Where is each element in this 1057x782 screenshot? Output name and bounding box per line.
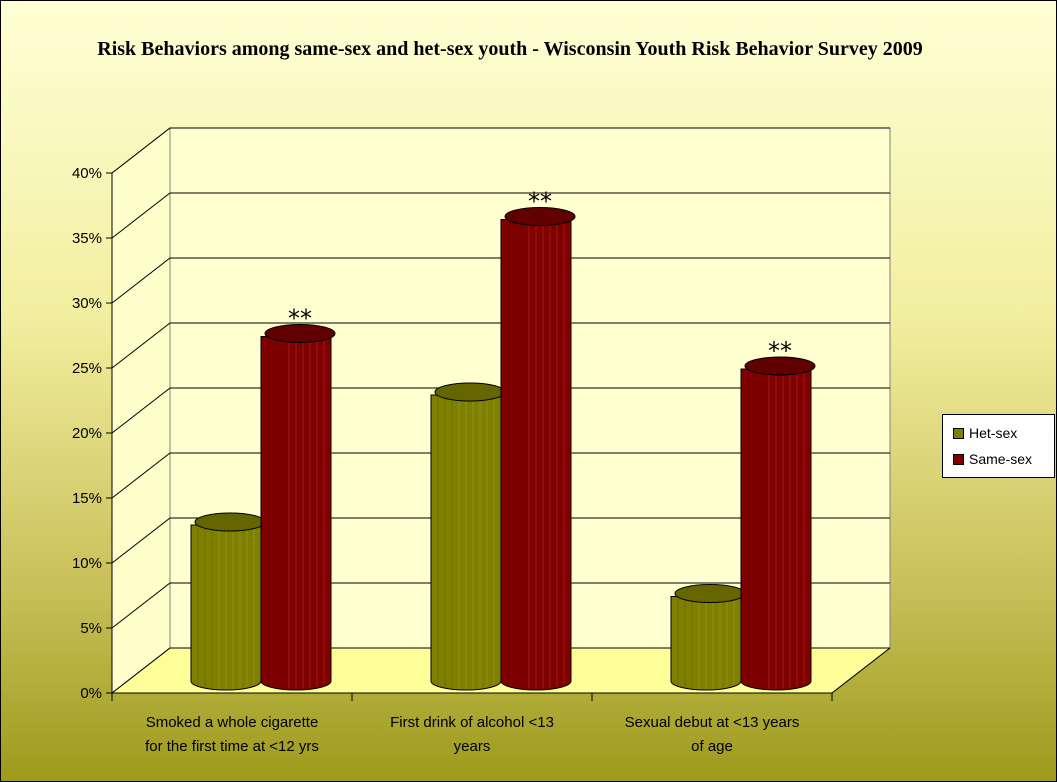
y-tick-label: 10% [72, 555, 102, 572]
bar-2-same-sex [740, 356, 816, 691]
significance-marker: ** [768, 337, 792, 365]
gridline [111, 127, 890, 174]
y-tick-label: 30% [72, 295, 102, 312]
gridline [111, 322, 890, 369]
bar-2-het-sex [670, 584, 746, 691]
category-label: years [454, 738, 491, 755]
category-label: Sexual debut at <13 years [625, 714, 800, 731]
gridline [111, 647, 890, 694]
bar-top [504, 207, 576, 226]
gridline [111, 257, 890, 304]
legend-item-same-sex: Same-sex [953, 449, 1032, 469]
y-tick-label: 40% [72, 165, 102, 182]
bar-top [674, 584, 746, 603]
bar-top [264, 324, 336, 343]
legend-swatch-same-sex [953, 453, 964, 465]
legend-label-het-sex: Het-sex [969, 425, 1018, 441]
legend-swatch-het-sex [953, 427, 964, 439]
legend: Het-sex Same-sex [942, 414, 1055, 478]
category-label: for the first time at <12 yrs [145, 738, 319, 755]
legend-label-same-sex: Same-sex [969, 451, 1033, 467]
gridline [111, 582, 890, 629]
floor-edge [831, 647, 891, 694]
bar-top [744, 356, 816, 376]
y-tick-label: 0% [80, 685, 102, 702]
y-tick-label: 15% [72, 490, 102, 507]
gridline [111, 387, 890, 434]
category-label: First drink of alcohol <13 [390, 714, 554, 731]
category-label: Smoked a whole cigarette [146, 714, 319, 731]
chart-title: Risk Behaviors among same-sex and het-se… [97, 38, 923, 60]
y-tick-label: 35% [72, 230, 102, 247]
legend-item-het-sex: Het-sex [953, 423, 1017, 443]
bar-top [434, 382, 506, 402]
bar-1-het-sex [430, 382, 506, 691]
bar-0-same-sex [260, 324, 336, 691]
bar-top [194, 512, 266, 532]
significance-marker: ** [528, 188, 552, 216]
y-tick-label: 5% [80, 620, 102, 637]
gridline [111, 452, 890, 499]
category-label: of age [691, 738, 733, 755]
y-tick-label: 25% [72, 360, 102, 377]
bar-1-same-sex [500, 207, 576, 691]
y-tick-label: 20% [72, 425, 102, 442]
gridline [111, 192, 890, 239]
gridline [111, 517, 890, 564]
significance-marker: ** [288, 305, 312, 333]
bar-0-het-sex [190, 512, 266, 691]
